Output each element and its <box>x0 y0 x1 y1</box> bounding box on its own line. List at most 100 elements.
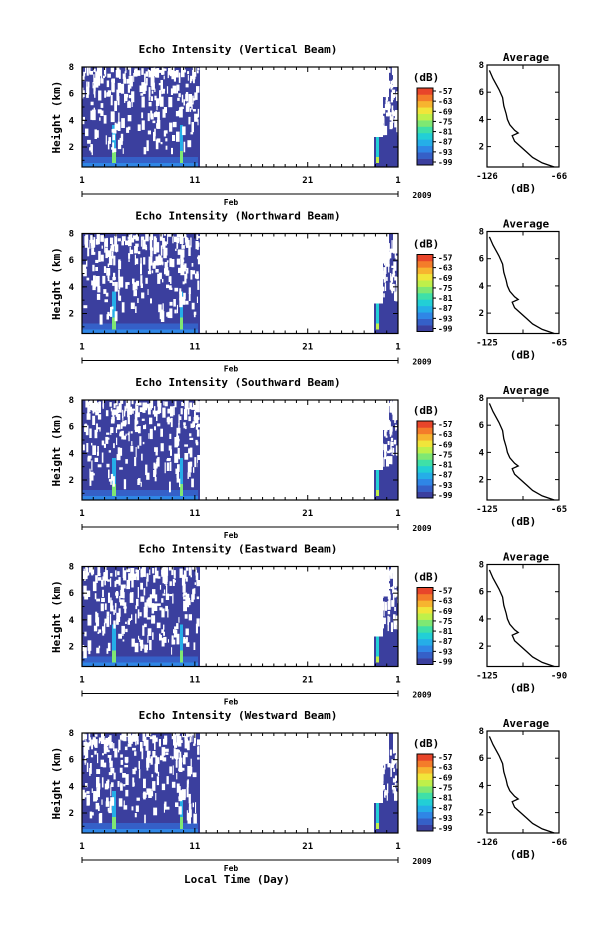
surface-band <box>82 823 200 833</box>
gap-speckle <box>188 567 192 576</box>
gap-speckle <box>186 780 189 788</box>
gap-speckle <box>90 148 93 153</box>
gap-speckle <box>169 433 172 439</box>
gap-speckle <box>97 464 102 468</box>
gap-speckle <box>387 611 391 615</box>
colorbar-swatch <box>417 658 433 665</box>
gap-speckle <box>171 781 176 788</box>
gap-speckle <box>185 637 188 642</box>
gap-speckle <box>171 756 174 760</box>
gap-speckle <box>168 639 169 643</box>
gap-speckle <box>85 234 89 241</box>
colorbar-swatch <box>417 433 433 441</box>
gap-speckle <box>154 477 157 482</box>
gap-speckle <box>156 622 161 629</box>
streak <box>180 291 183 330</box>
gap-speckle <box>120 584 125 596</box>
gap-speckle <box>145 71 149 77</box>
gap-speckle <box>105 567 107 574</box>
gap-wedge <box>373 400 383 470</box>
gap-speckle <box>197 236 200 239</box>
gap-speckle <box>138 566 140 570</box>
gap-speckle <box>130 431 133 434</box>
gap-speckle <box>143 623 147 628</box>
gap-speckle <box>86 237 88 248</box>
gap-speckle <box>94 77 99 88</box>
colorbar-swatch <box>417 779 433 787</box>
colorbar-tick-label: -81 <box>438 794 453 803</box>
gap-speckle <box>101 452 104 463</box>
gap-speckle <box>178 760 183 770</box>
gap-speckle <box>101 245 103 249</box>
gap-speckle <box>165 270 170 276</box>
gap-speckle <box>384 790 387 796</box>
gap-speckle <box>121 734 125 741</box>
gap-speckle <box>149 594 154 598</box>
gap-speckle <box>383 125 388 136</box>
gap-speckle <box>87 457 91 462</box>
colorbar-tick-label: -99 <box>438 824 453 833</box>
avg-y-tick-label: 4 <box>479 282 485 292</box>
month-label: Feb <box>224 864 239 873</box>
gap-speckle <box>167 233 169 245</box>
gap-speckle <box>396 283 399 294</box>
gap-speckle <box>382 108 386 114</box>
gap-speckle <box>132 278 135 284</box>
gap-speckle <box>178 414 180 425</box>
gap-speckle <box>108 255 113 266</box>
gap-speckle <box>163 636 167 643</box>
gap-speckle <box>160 96 164 107</box>
gap-speckle <box>109 280 113 283</box>
gap-speckle <box>83 568 85 572</box>
gap-speckle <box>110 407 113 412</box>
gap-speckle <box>84 577 86 581</box>
gap-speckle <box>85 567 88 572</box>
gap-speckle <box>85 575 88 580</box>
gap-speckle <box>128 234 131 246</box>
colorbar-tick-label: -87 <box>438 637 453 646</box>
gap-speckle <box>97 446 99 455</box>
gap-speckle <box>383 760 386 770</box>
gap-speckle <box>153 131 156 142</box>
gap-speckle <box>162 68 165 71</box>
gap-speckle <box>189 472 191 477</box>
gap-speckle <box>162 303 164 313</box>
gap-speckle <box>86 92 89 98</box>
streak-core <box>112 484 116 496</box>
gap-speckle <box>169 581 172 586</box>
month-label: Feb <box>224 198 239 207</box>
gap-speckle <box>114 581 117 588</box>
gap-speckle <box>114 281 118 292</box>
gap-speckle <box>181 245 185 249</box>
gap-speckle <box>395 791 399 801</box>
gap-speckle <box>116 69 121 78</box>
gap-speckle <box>189 402 193 410</box>
gap-speckle <box>157 423 161 427</box>
gap-speckle <box>196 243 199 250</box>
gap-speckle <box>391 67 394 75</box>
gap-speckle <box>397 235 401 239</box>
gap-speckle <box>185 577 188 582</box>
gap-speckle <box>89 400 93 410</box>
gap-speckle <box>96 777 98 781</box>
streak-core <box>180 650 183 663</box>
gap-speckle <box>179 737 181 747</box>
y-axis-label: Height (km) <box>50 81 63 154</box>
gap-speckle <box>170 755 172 758</box>
gap-speckle <box>178 806 182 815</box>
gap-speckle <box>163 401 165 406</box>
gap-speckle <box>101 579 104 587</box>
gap-speckle <box>91 144 93 156</box>
colorbar-swatch <box>417 286 433 294</box>
gap-speckle <box>196 234 199 240</box>
gap-speckle <box>140 582 143 590</box>
avg-x-tick-label: -66 <box>551 838 567 848</box>
gap-speckle <box>383 607 385 617</box>
x-tick-label: 11 <box>189 176 200 186</box>
gap-speckle <box>154 464 157 475</box>
gap-speckle <box>124 100 126 103</box>
gap-speckle <box>86 762 89 772</box>
gap-speckle <box>128 431 130 442</box>
gap-speckle <box>394 251 396 259</box>
gap-speckle <box>98 645 101 649</box>
